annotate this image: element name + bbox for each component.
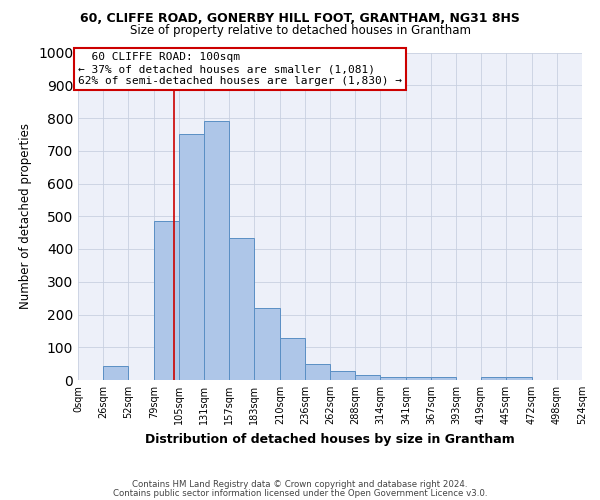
Bar bbox=[481, 378, 506, 380]
Bar bbox=[330, 371, 355, 380]
Bar bbox=[380, 376, 406, 380]
Bar bbox=[254, 308, 280, 380]
Bar bbox=[103, 366, 128, 380]
X-axis label: Distribution of detached houses by size in Grantham: Distribution of detached houses by size … bbox=[145, 432, 515, 446]
Y-axis label: Number of detached properties: Number of detached properties bbox=[19, 123, 32, 309]
Bar bbox=[154, 220, 179, 380]
Bar bbox=[406, 376, 431, 380]
Text: Size of property relative to detached houses in Grantham: Size of property relative to detached ho… bbox=[130, 24, 470, 37]
Bar bbox=[204, 122, 229, 380]
Bar bbox=[229, 238, 254, 380]
Text: Contains HM Land Registry data © Crown copyright and database right 2024.: Contains HM Land Registry data © Crown c… bbox=[132, 480, 468, 489]
Bar bbox=[355, 375, 380, 380]
Bar bbox=[280, 338, 305, 380]
Bar bbox=[305, 364, 330, 380]
Text: Contains public sector information licensed under the Open Government Licence v3: Contains public sector information licen… bbox=[113, 488, 487, 498]
Text: 60 CLIFFE ROAD: 100sqm
← 37% of detached houses are smaller (1,081)
62% of semi-: 60 CLIFFE ROAD: 100sqm ← 37% of detached… bbox=[78, 52, 402, 86]
Text: 60, CLIFFE ROAD, GONERBY HILL FOOT, GRANTHAM, NG31 8HS: 60, CLIFFE ROAD, GONERBY HILL FOOT, GRAN… bbox=[80, 12, 520, 26]
Bar bbox=[506, 378, 532, 380]
Bar bbox=[179, 134, 204, 380]
Bar bbox=[431, 378, 456, 380]
